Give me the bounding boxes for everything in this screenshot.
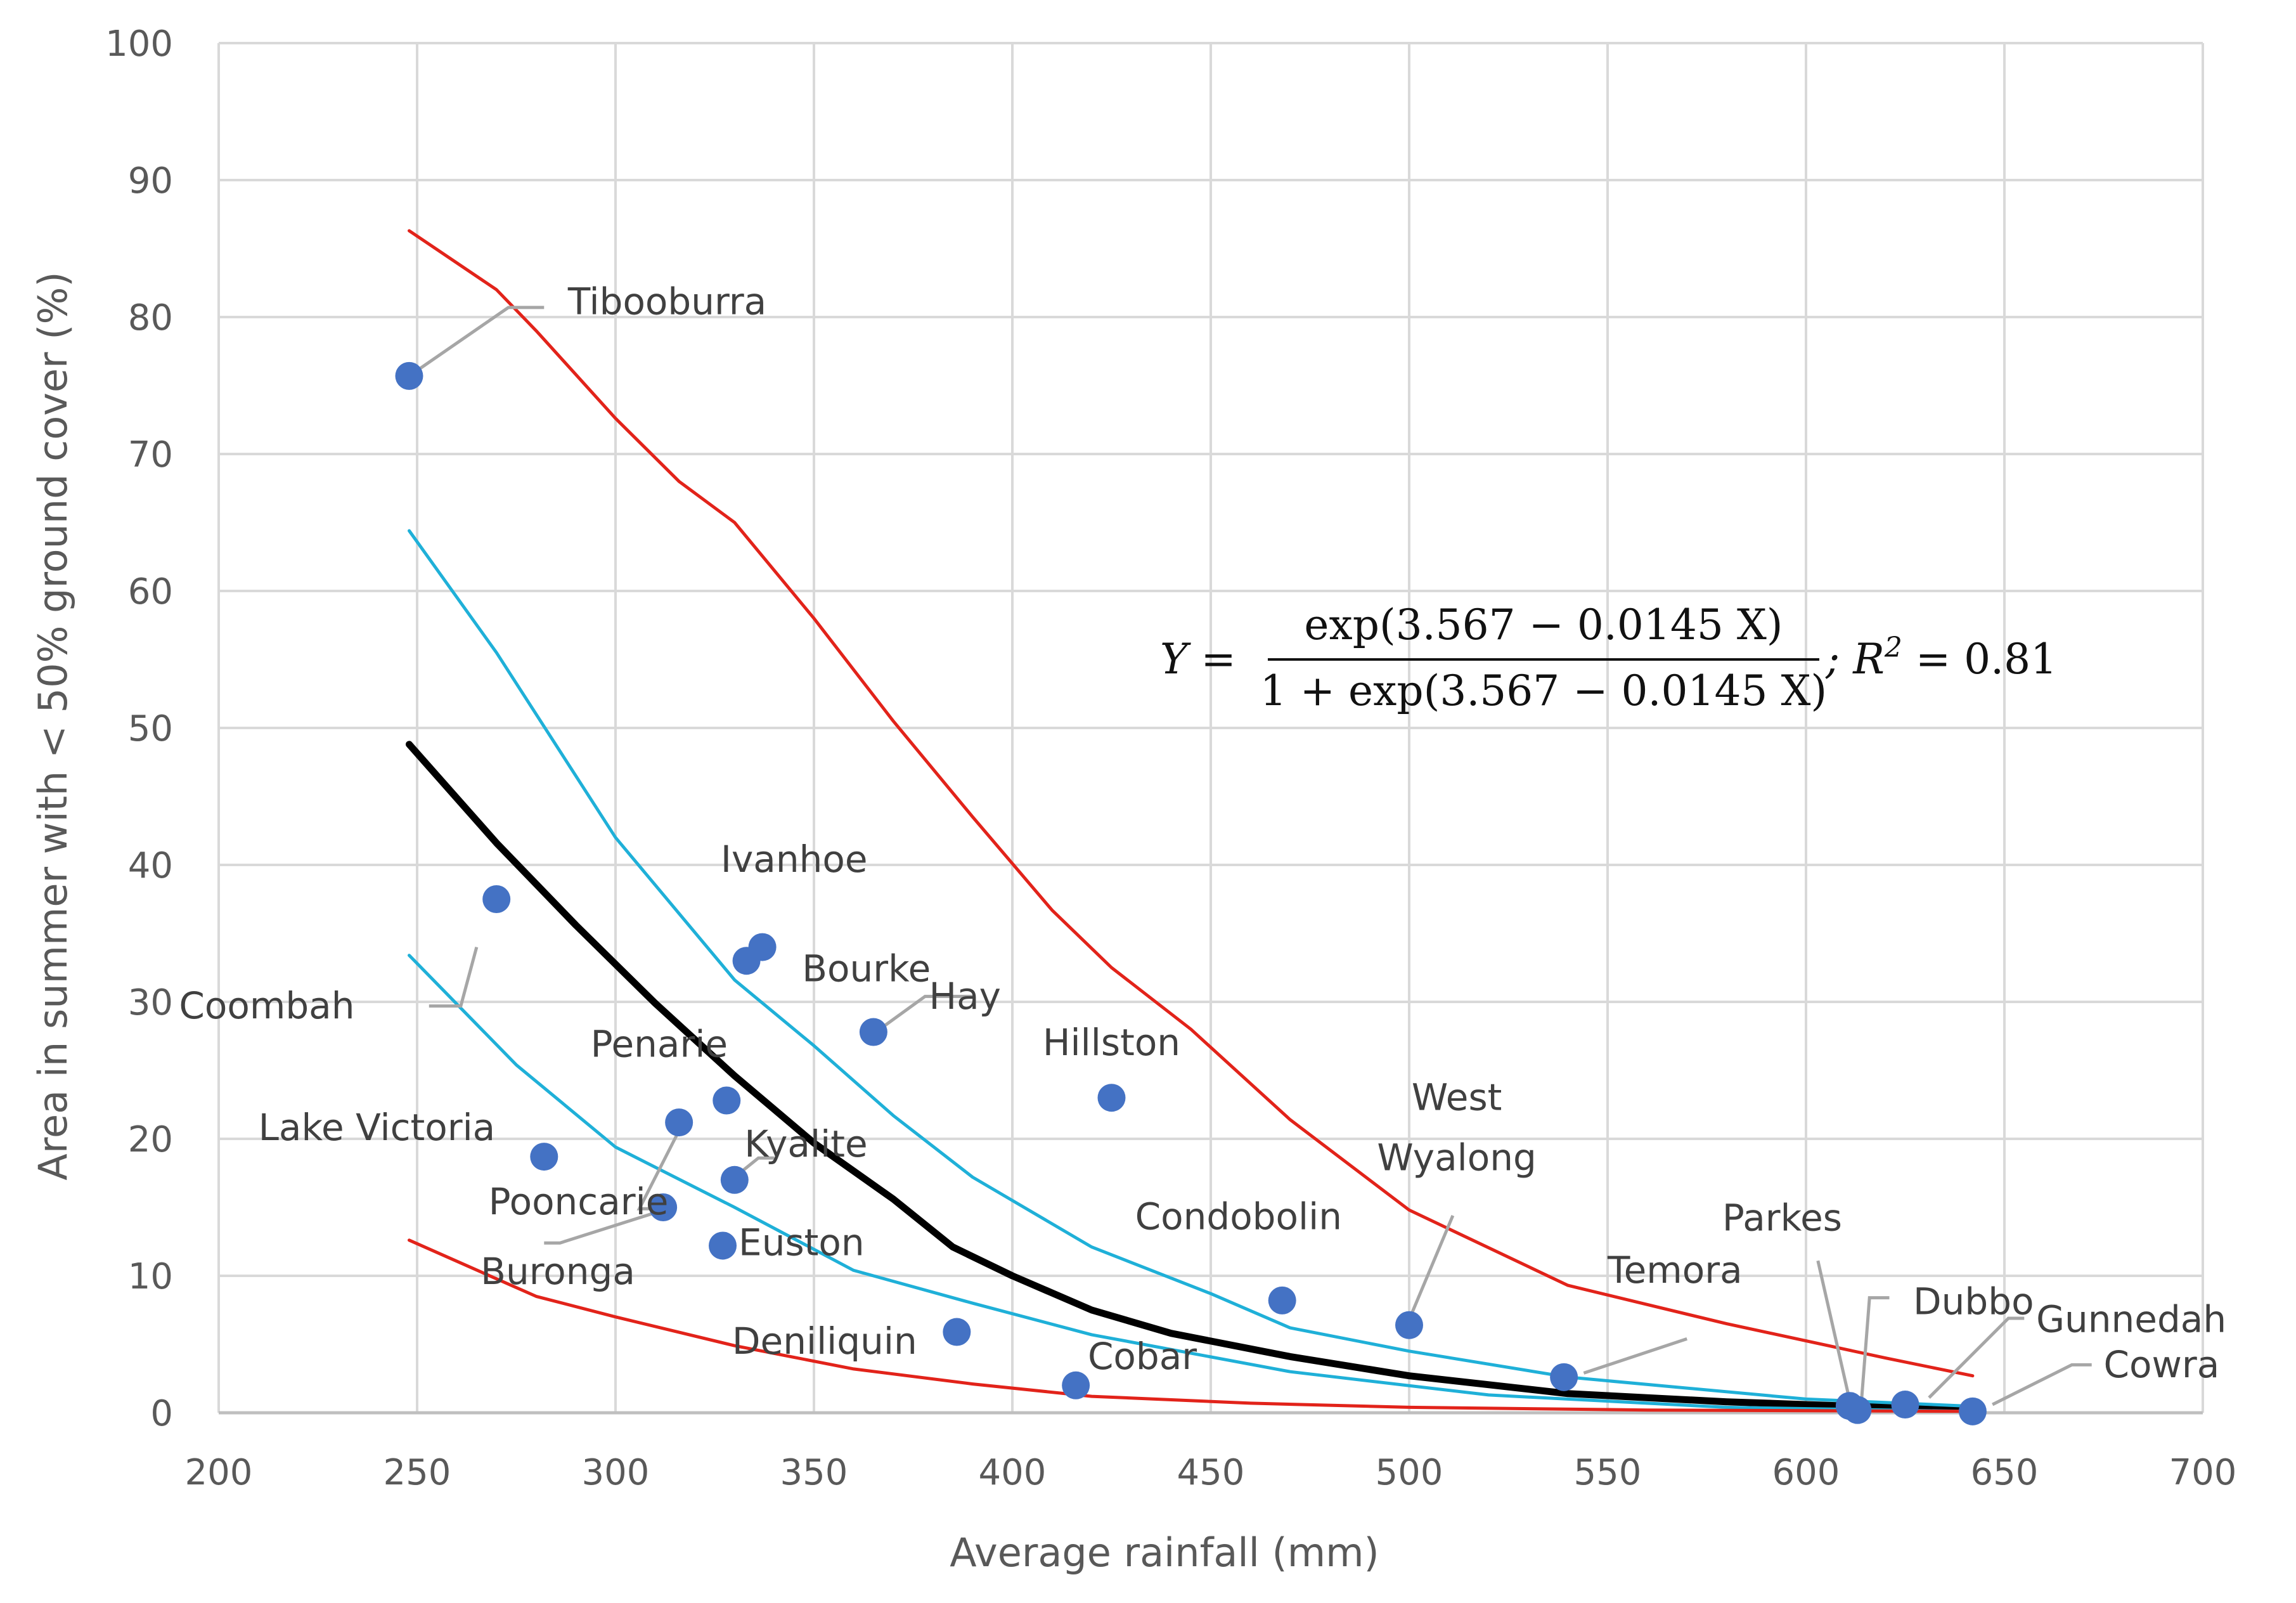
label-lake-victoria: Lake Victoria [259, 1106, 496, 1149]
label-dubbo: Dubbo [1913, 1280, 2034, 1323]
y-tick-label: 10 [128, 1256, 173, 1297]
x-tick-label: 450 [1177, 1452, 1245, 1493]
point-euston [709, 1231, 737, 1260]
y-tick-label: 90 [128, 160, 173, 202]
x-tick-label: 400 [979, 1452, 1047, 1493]
y-tick-label: 20 [128, 1119, 173, 1160]
x-tick-label: 600 [1772, 1452, 1840, 1493]
label-gunnedah: Gunnedah [2036, 1298, 2226, 1341]
leader-parkes [1816, 1260, 1852, 1401]
y-tick-label: 70 [128, 434, 173, 476]
lower-prediction-limit-series [408, 1238, 1975, 1413]
y-axis-title: Area in summer with < 50% ground cover (… [30, 271, 76, 1180]
x-axis-title: Average rainfall (mm) [950, 1529, 1379, 1576]
x-tick-label: 650 [1971, 1452, 2039, 1493]
x-tick-label: 350 [780, 1452, 848, 1493]
leader-west-wyalong [1407, 1215, 1455, 1321]
label-cobar: Cobar [1088, 1335, 1197, 1378]
leader-cowra [1992, 1363, 2092, 1406]
label-hillston: Hillston [1043, 1021, 1180, 1064]
label-penarie: Penarie [591, 1022, 728, 1065]
equation-denominator: 1 + exp(3.567 − 0.0145 X) [1260, 666, 1827, 715]
point-hay [859, 1018, 887, 1046]
y-tick-label: 0 [150, 1393, 173, 1434]
point-gunnedah [1891, 1391, 1919, 1419]
leader-coombah [429, 946, 479, 1008]
label-condobolin: Condobolin [1135, 1195, 1342, 1238]
point-condobolin [1268, 1286, 1296, 1314]
label-temora: Temora [1607, 1249, 1743, 1292]
point-kyalite [720, 1165, 749, 1194]
point-lake-victoria [530, 1143, 558, 1171]
leader-lines [408, 306, 2092, 1406]
label-buronga: Buronga [480, 1250, 635, 1293]
point-bourke [748, 933, 777, 961]
label-tibooburra: Tibooburra [567, 280, 766, 323]
equation-numerator: exp(3.567 − 0.0145 X) [1304, 600, 1783, 649]
label-parkes: Parkes [1722, 1197, 1842, 1240]
y-tick-label: 60 [128, 571, 173, 613]
x-tick-label: 250 [384, 1452, 451, 1493]
leader-temora [1583, 1337, 1687, 1375]
x-tick-label: 700 [2169, 1452, 2237, 1493]
label-kyalite: Kyalite [744, 1122, 867, 1165]
point-buronga [649, 1193, 678, 1221]
label-euston: Euston [738, 1221, 865, 1264]
y-tick-label: 80 [128, 297, 173, 339]
x-tick-label: 500 [1376, 1452, 1443, 1493]
curves [406, 229, 1975, 1413]
tick-labels: 200 250 300 350 400 450 500 550 600 650 7000102030… [105, 23, 2236, 1493]
point-penarie [713, 1086, 741, 1115]
leader-hay [884, 994, 973, 1027]
point-hillston [1097, 1084, 1126, 1112]
point-temora [1550, 1363, 1578, 1391]
point-west-wyalong [1395, 1311, 1423, 1339]
r2-superscript: 2 [1884, 632, 1902, 664]
label-ivanhoe: Ivanhoe [721, 838, 868, 881]
x-tick-label: 550 [1574, 1452, 1642, 1493]
leader-tibooburra [408, 306, 545, 377]
leader-dubbo [1860, 1296, 1890, 1401]
leader-buronga [544, 1210, 660, 1245]
x-tick-label: 300 [582, 1452, 650, 1493]
equation-lhs: Y = [1160, 635, 1236, 684]
r2-value: = 0.81 [1902, 635, 2057, 684]
r2-prefix: ; R [1825, 635, 1885, 684]
upper-confidence-limit-series [408, 529, 1966, 1408]
fitted-curve-series [406, 741, 1968, 1412]
equation-r2: ; R2 = 0.81 [1825, 632, 2057, 684]
grid [217, 42, 2204, 1415]
point-cowra [1958, 1397, 1987, 1425]
label-bourke: Bourke [802, 947, 931, 990]
point-dubbo [1843, 1396, 1872, 1424]
y-tick-label: 30 [128, 982, 173, 1023]
label-coombah: Coombah [179, 984, 354, 1027]
y-tick-label: 40 [128, 845, 173, 886]
leader-gunnedah [1928, 1316, 2025, 1399]
label-hay: Hay [929, 975, 1001, 1018]
lower-confidence-limit-series [408, 954, 1966, 1413]
label-pooncarie: Pooncarie [489, 1180, 669, 1223]
label-deniliquin: Deniliquin [732, 1320, 917, 1363]
label-west-wyalong: West Wyalong [1377, 1076, 1536, 1179]
point-deniliquin [943, 1318, 971, 1346]
upper-prediction-limit-series [408, 229, 1975, 1378]
regression-equation: Y = exp(3.567 − 0.0145 X) 1 + exp(3.567 … [1160, 600, 2057, 715]
x-tick-label: 200 [185, 1452, 253, 1493]
data-points [395, 361, 1987, 1425]
point-coombah [482, 885, 511, 913]
point-tibooburra [395, 361, 423, 390]
y-tick-label: 50 [128, 708, 173, 750]
y-tick-label: 100 [105, 23, 173, 65]
point-cobar [1062, 1371, 1090, 1399]
point-pooncarie [665, 1108, 693, 1137]
label-cowra: Cowra [2104, 1343, 2220, 1386]
